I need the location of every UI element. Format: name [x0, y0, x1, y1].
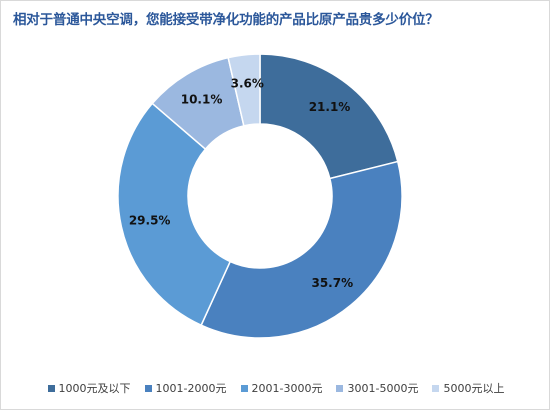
donut-slice	[200, 160, 403, 339]
legend-item: 5000元以上	[432, 380, 504, 396]
legend-item: 1000元及以下	[47, 380, 131, 396]
slice-value-label: 35.7%	[311, 276, 353, 290]
legend-swatch	[47, 384, 55, 392]
donut-slice	[117, 102, 232, 327]
donut-slice	[259, 53, 399, 180]
slice-value-label: 21.1%	[309, 100, 351, 114]
legend-item: 3001-5000元	[336, 380, 418, 396]
legend-label: 1000元及以下	[58, 382, 131, 395]
slice-value-label: 10.1%	[181, 92, 223, 106]
legend: 1000元及以下 1001-2000元 2001-3000元 3001-5000元 50…	[1, 380, 550, 396]
legend-label: 2001-3000元	[251, 382, 323, 395]
legend-item: 2001-3000元	[240, 380, 323, 396]
legend-label: 3001-5000元	[347, 382, 419, 395]
slice-value-label: 29.5%	[129, 213, 171, 227]
legend-swatch	[432, 384, 440, 392]
legend-label: 5000元以上	[443, 382, 505, 395]
donut-slice	[227, 53, 261, 127]
legend-label: 1001-2000元	[155, 382, 227, 395]
legend-swatch	[144, 384, 152, 392]
slice-value-label: 3.6%	[231, 77, 264, 91]
legend-swatch	[240, 384, 248, 392]
chart-title: 相对于普通中央空调，您能接受带净化功能的产品比原产品贵多少价位？	[13, 12, 439, 28]
legend-swatch	[336, 384, 344, 392]
legend-item: 1001-2000元	[144, 380, 227, 396]
